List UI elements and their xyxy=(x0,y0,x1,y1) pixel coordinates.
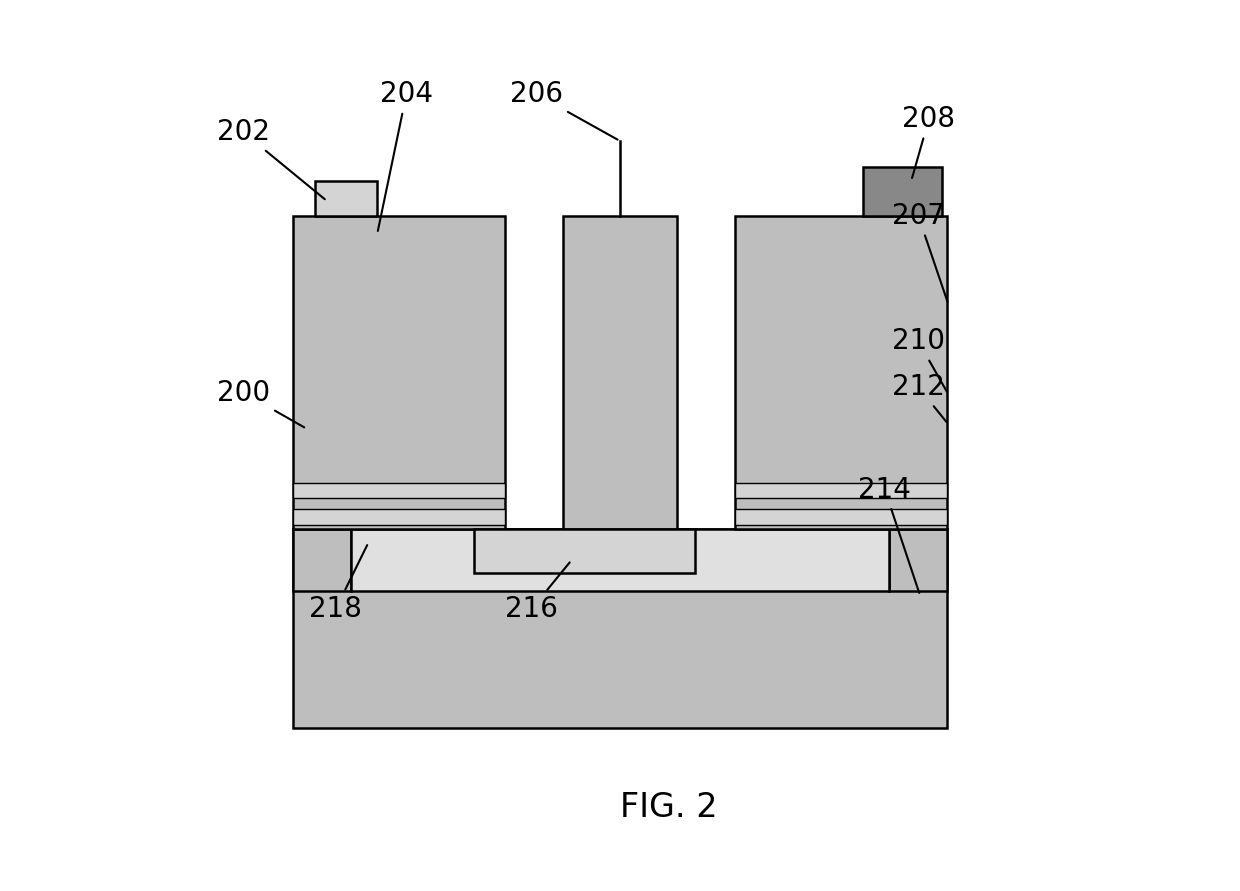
Text: 207: 207 xyxy=(892,202,947,302)
Text: 212: 212 xyxy=(892,373,946,422)
Bar xyxy=(294,509,505,525)
Text: 214: 214 xyxy=(858,476,919,593)
Bar xyxy=(735,483,946,498)
Text: 208: 208 xyxy=(903,105,956,178)
Bar xyxy=(563,216,677,529)
Bar xyxy=(315,181,377,216)
Bar xyxy=(475,529,696,574)
Bar xyxy=(863,168,942,216)
Bar xyxy=(294,483,505,498)
Bar xyxy=(735,216,946,529)
Text: 200: 200 xyxy=(217,379,304,428)
Text: 206: 206 xyxy=(510,80,618,140)
Bar xyxy=(889,529,946,591)
Bar xyxy=(294,216,505,529)
Text: 216: 216 xyxy=(505,562,569,623)
Bar xyxy=(294,529,946,728)
Text: 204: 204 xyxy=(378,80,433,231)
Text: 210: 210 xyxy=(892,327,947,392)
Bar xyxy=(294,529,351,591)
Bar xyxy=(735,509,946,525)
Text: 218: 218 xyxy=(309,545,367,623)
Text: 202: 202 xyxy=(217,119,325,200)
Text: FIG. 2: FIG. 2 xyxy=(620,791,718,824)
Bar xyxy=(351,529,889,591)
